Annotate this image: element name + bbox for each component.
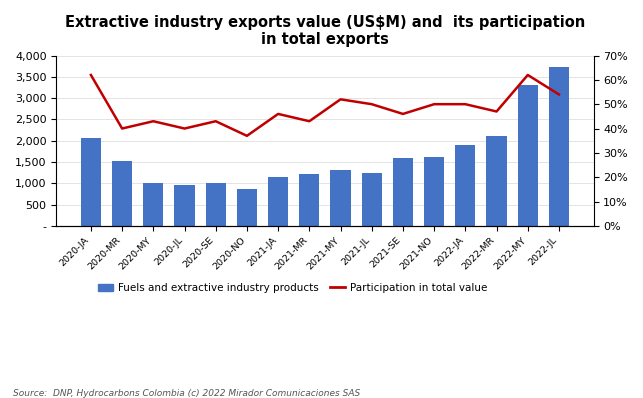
Title: Extractive industry exports value (US$M) and  its participation
in total exports: Extractive industry exports value (US$M)… [65,15,585,47]
Bar [237,189,257,226]
Bar [206,183,226,226]
Bar [549,67,569,226]
Bar [174,185,195,226]
Bar [81,137,101,226]
Text: Source:  DNP, Hydrocarbons Colombia (c) 2022 Mirador Comunicaciones SAS: Source: DNP, Hydrocarbons Colombia (c) 2… [13,389,360,398]
Bar [112,161,132,226]
Bar [299,174,320,226]
Legend: Fuels and extractive industry products, Participation in total value: Fuels and extractive industry products, … [93,279,492,297]
Bar [455,145,475,226]
Bar [143,183,163,226]
Bar [393,158,413,226]
Bar [424,157,444,226]
Bar [486,137,507,226]
Bar [518,85,538,226]
Bar [268,178,288,226]
Bar [361,173,382,226]
Bar [331,170,350,226]
